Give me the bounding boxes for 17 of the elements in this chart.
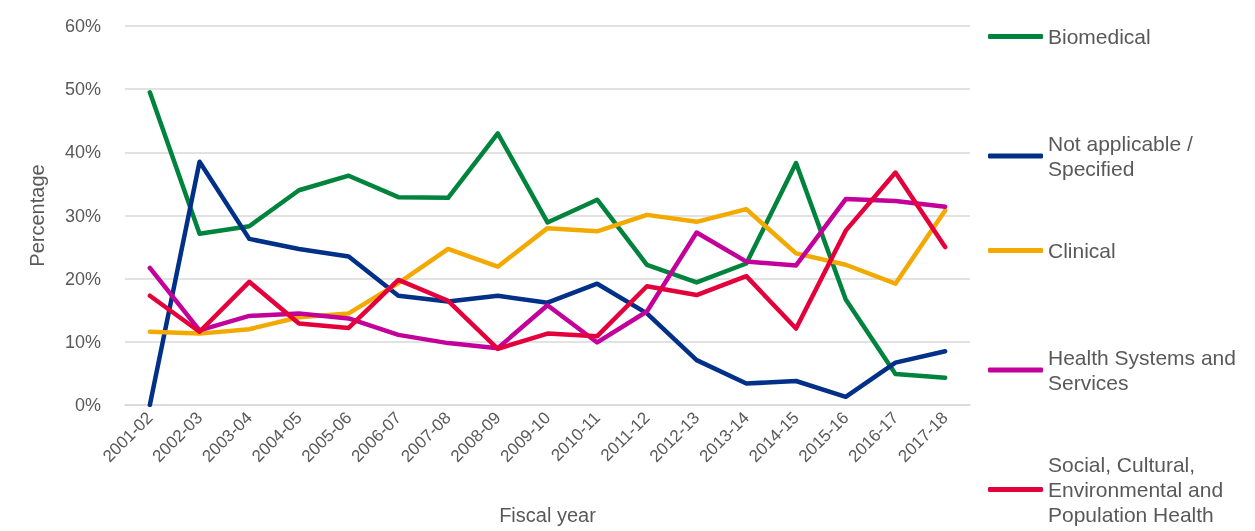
y-tick-label: 20% [64,268,101,289]
y-tick-label: 40% [64,142,101,163]
line-series [147,206,948,336]
line-series [147,90,948,381]
legend-label: Not applicable / Specified [1048,132,1199,180]
y-tick-label: 10% [64,331,101,352]
y-tick-label: 60% [64,16,101,36]
legend-label: Biomedical [1048,25,1151,48]
x-axis-title: Fiscal year [499,504,597,526]
y-tick-label: 0% [74,395,101,415]
legend-label: Clinical [1048,239,1116,262]
legend-label: Health Systems and Services [1048,346,1242,394]
y-tick-label: 30% [64,205,101,226]
legend-label: Social, Cultural, Environmental and Population Health [1048,453,1229,526]
y-tick-label: 50% [64,79,101,100]
line-series [147,159,948,408]
y-axis-title: Percentage [26,164,48,267]
